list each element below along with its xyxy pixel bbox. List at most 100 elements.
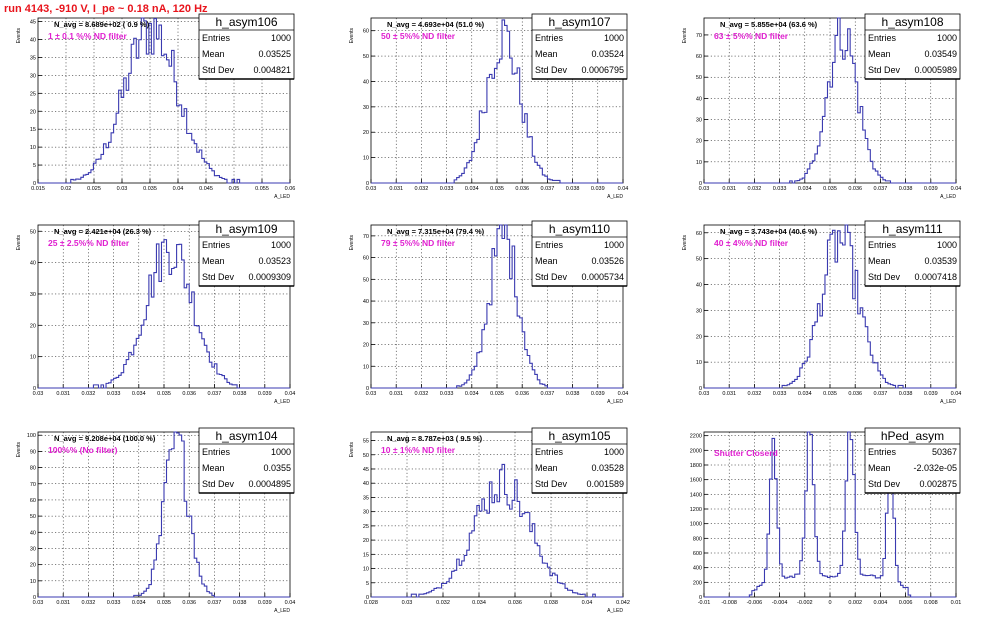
stat-label: Mean bbox=[535, 49, 558, 59]
y-tick-label: 60 bbox=[363, 29, 369, 35]
histogram-line bbox=[704, 224, 956, 389]
y-tick-label: 10 bbox=[30, 145, 36, 151]
x-tick-label: 0.039 bbox=[591, 391, 605, 397]
plot-frame bbox=[703, 224, 957, 389]
x-tick-label: 0.038 bbox=[544, 600, 558, 606]
y-tick-label: 5 bbox=[366, 581, 369, 587]
x-tick-label: 0.03 bbox=[366, 391, 377, 397]
x-tick-label: 0.055 bbox=[255, 186, 269, 192]
y-tick-label: 80 bbox=[30, 466, 36, 472]
x-tick-label: 0.033 bbox=[107, 600, 121, 606]
stat-value: 1000 bbox=[271, 33, 291, 43]
histogram-panel-h_asym111: 0.03 0.031 0.032 0.033 0.034 0.035 0.036 0.037 0… bbox=[682, 220, 962, 405]
x-tick-label: 0.034 bbox=[472, 600, 486, 606]
x-tick-label: 0.031 bbox=[722, 391, 736, 397]
stat-value: 0.0355 bbox=[263, 463, 291, 473]
y-tick-label: 45 bbox=[30, 20, 36, 26]
x-tick-label: 0.04 bbox=[951, 391, 962, 397]
y-tick-label: 70 bbox=[30, 482, 36, 488]
stat-value: 0.03526 bbox=[591, 256, 624, 266]
y-tick-label: 10 bbox=[363, 567, 369, 573]
y-tick-label: 1800 bbox=[690, 463, 702, 469]
x-tick-label: 0.032 bbox=[748, 391, 762, 397]
stat-label: Std Dev bbox=[535, 65, 568, 75]
x-tick-label: 0.036 bbox=[182, 600, 196, 606]
y-tick-label: 0 bbox=[699, 386, 702, 392]
stat-value: 0.0006795 bbox=[581, 65, 624, 75]
plot-frame bbox=[370, 224, 624, 389]
x-tick-label: -0.01 bbox=[698, 600, 711, 606]
histogram-line bbox=[38, 239, 290, 389]
y-tick-label: 50 bbox=[363, 277, 369, 283]
x-tick-label: 0.038 bbox=[566, 391, 580, 397]
y-tick-label: 10 bbox=[30, 355, 36, 361]
x-tick-label: 0.06 bbox=[285, 186, 296, 192]
stat-label: Std Dev bbox=[202, 479, 235, 489]
x-tick-label: 0.038 bbox=[566, 186, 580, 192]
x-axis-label: A_LED bbox=[607, 194, 623, 200]
histogram-name: h_asym106 bbox=[215, 15, 277, 29]
x-tick-label: 0.028 bbox=[364, 600, 378, 606]
navg-label: N_avg = 8.787e+03 ( 9.5 %) bbox=[387, 434, 483, 443]
filter-label: 40 ± 4%% ND filter bbox=[714, 238, 789, 248]
x-tick-label: 0.033 bbox=[440, 391, 454, 397]
x-tick-label: 0.04 bbox=[285, 600, 296, 606]
x-tick-label: 0.034 bbox=[798, 391, 812, 397]
y-tick-label: 40 bbox=[696, 283, 702, 289]
x-tick-label: 0.038 bbox=[233, 391, 247, 397]
x-tick-label: 0.037 bbox=[541, 186, 555, 192]
histogram-name: h_asym110 bbox=[549, 222, 610, 236]
stat-label: Std Dev bbox=[868, 272, 901, 282]
x-tick-label: 0.035 bbox=[157, 391, 171, 397]
filter-label: 63 ± 5%% ND filter bbox=[714, 31, 789, 41]
histogram-name: h_asym109 bbox=[215, 222, 277, 236]
navg-label: N_avg = 2.421e+04 (26.3 %) bbox=[54, 227, 152, 236]
x-tick-label: 0.035 bbox=[157, 600, 171, 606]
y-tick-label: 400 bbox=[693, 566, 702, 572]
y-tick-label: 45 bbox=[363, 467, 369, 473]
stats-box: h_asym106 Entries 1000 Mean 0.03525 Std Dev 0.… bbox=[198, 13, 295, 80]
y-tick-label: 1400 bbox=[690, 492, 702, 498]
y-tick-label: 25 bbox=[30, 91, 36, 97]
navg-label: N_avg = 4.693e+04 (51.0 %) bbox=[387, 20, 485, 29]
stats-box: h_asym109 Entries 1000 Mean 0.03523 Std Dev 0.… bbox=[198, 220, 295, 287]
x-axis-label: A_LED bbox=[607, 608, 623, 614]
histogram-line bbox=[704, 17, 956, 184]
x-tick-label: 0.031 bbox=[56, 600, 70, 606]
x-tick-label: 0.01 bbox=[951, 600, 962, 606]
x-tick-label: 0.039 bbox=[258, 600, 272, 606]
y-tick-label: 60 bbox=[30, 498, 36, 504]
y-tick-label: 0 bbox=[699, 595, 702, 601]
stat-label: Mean bbox=[202, 463, 225, 473]
filter-label: 50 ± 5%% ND filter bbox=[381, 31, 456, 41]
x-tick-label: 0.036 bbox=[515, 391, 529, 397]
stat-label: Entries bbox=[202, 447, 231, 457]
stat-value: 0.001589 bbox=[586, 479, 624, 489]
navg-label: N_avg = 9.208e+04 (100.0 %) bbox=[54, 434, 156, 443]
stat-value: 0.03539 bbox=[924, 256, 957, 266]
x-tick-label: 0 bbox=[828, 600, 831, 606]
y-tick-label: 2200 bbox=[690, 434, 702, 440]
x-tick-label: 0.036 bbox=[515, 186, 529, 192]
x-tick-label: 0.032 bbox=[748, 186, 762, 192]
histogram-name: hPed_asym bbox=[881, 429, 944, 443]
x-tick-label: 0.035 bbox=[143, 186, 157, 192]
x-tick-label: -0.004 bbox=[772, 600, 788, 606]
navg-label: N_avg = 7.315e+04 (79.4 %) bbox=[387, 227, 485, 236]
stat-label: Std Dev bbox=[535, 479, 568, 489]
x-tick-label: 0.032 bbox=[82, 391, 96, 397]
x-tick-label: 0.03 bbox=[33, 391, 44, 397]
y-tick-label: 50 bbox=[363, 453, 369, 459]
stat-value: 0.03523 bbox=[258, 256, 291, 266]
y-tick-label: 15 bbox=[30, 127, 36, 133]
y-tick-label: 50 bbox=[30, 514, 36, 520]
stat-value: 0.004821 bbox=[253, 65, 291, 75]
histogram-panel-hPed_asym: -0.01 -0.008 -0.006 -0.004 -0.002 0 0.002 0.004… bbox=[690, 427, 962, 606]
x-tick-label: 0.035 bbox=[490, 391, 504, 397]
y-tick-label: 1000 bbox=[690, 522, 702, 528]
y-tick-label: 0 bbox=[33, 386, 36, 392]
stats-box: h_asym108 Entries 1000 Mean 0.03549 Std Dev 0.… bbox=[864, 13, 961, 80]
y-tick-label: 20 bbox=[696, 139, 702, 145]
stat-value: 0.03549 bbox=[924, 49, 957, 59]
y-axis-label: Events bbox=[16, 235, 22, 251]
